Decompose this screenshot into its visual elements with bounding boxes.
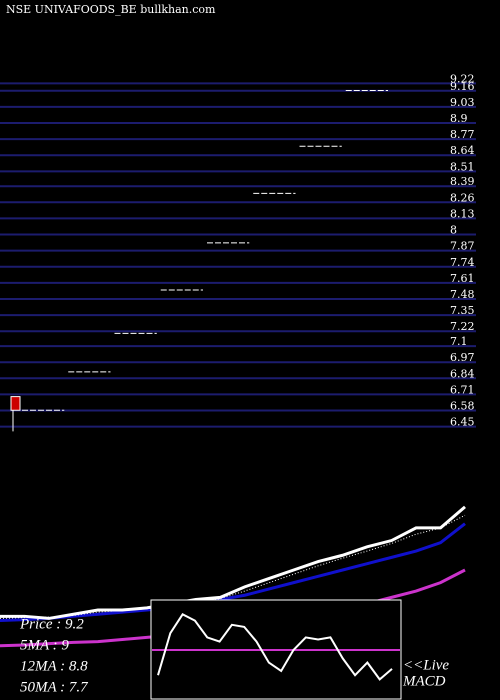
y-tick-label: 9.03 (450, 96, 475, 109)
candle-body (10, 396, 21, 411)
y-tick-label: 8.26 (450, 191, 475, 204)
y-tick-label: 6.71 (450, 383, 475, 396)
y-tick-label: 9.22 (450, 72, 475, 85)
y-tick-label: 8.39 (450, 175, 475, 188)
legend-entry: Price : 9.2 (19, 616, 84, 632)
macd-line (157, 612, 393, 681)
legend-entry: 5MA : 9 (20, 637, 69, 653)
y-tick-label: 8.51 (450, 160, 475, 173)
y-tick-label: 7.35 (450, 304, 475, 317)
y-tick-label: 7.61 (450, 272, 475, 285)
y-tick-label: 7.22 (450, 320, 475, 333)
y-tick-label: 6.58 (450, 400, 475, 413)
y-tick-label: 7.87 (450, 240, 475, 253)
y-tick-label: 7.74 (450, 256, 475, 269)
y-tick-label: 8.13 (450, 207, 475, 220)
y-tick-label: 8 (450, 224, 457, 237)
y-tick-label: 6.97 (450, 351, 475, 364)
macd-label: MACD (402, 673, 446, 689)
legend-entry: 12MA : 8.8 (20, 658, 88, 674)
y-tick-label: 8.64 (450, 144, 475, 157)
y-tick-label: 9.16 (450, 80, 475, 93)
chart-title: NSE UNIVAFOODS_BE bullkhan.com (6, 3, 216, 16)
y-tick-label: 7.1 (450, 335, 468, 348)
macd-label: <<Live (403, 657, 449, 673)
ma-line (0, 522, 466, 623)
y-tick-label: 7.48 (450, 288, 475, 301)
y-tick-label: 6.45 (450, 416, 475, 429)
y-tick-label: 6.84 (450, 367, 475, 380)
ma-line (0, 514, 466, 619)
y-tick-label: 8.9 (450, 112, 468, 125)
ma-line (0, 505, 466, 620)
y-tick-label: 8.77 (450, 128, 475, 141)
legend-entry: 50MA : 7.7 (20, 679, 89, 695)
